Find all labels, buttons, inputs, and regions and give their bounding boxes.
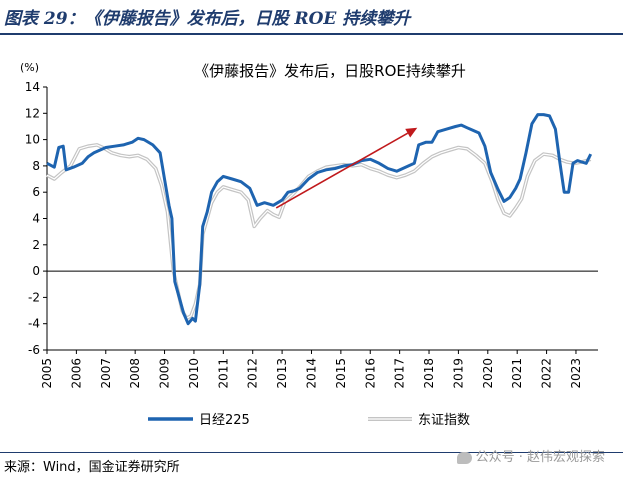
chart-title: 《伊藤报告》发布后，日股ROE持续攀升 [194,62,466,80]
series-layer [46,113,593,326]
legend-label-topix: 东证指数 [418,413,470,428]
x-tick-label: 2005 [40,358,54,389]
y-tick-label: 0 [32,264,40,278]
watermark: 公众号 · 赵伟宏观探索 [456,446,605,465]
y-tick-label: -2 [28,290,40,304]
y-tick-label: 10 [25,133,40,147]
x-tick-label: 2011 [216,358,230,389]
x-tick-label: 2013 [275,358,289,389]
y-axis-unit: (%) [20,61,39,74]
x-tick-label: 2014 [304,358,318,389]
x-tick-label: 2006 [69,358,83,389]
legend-label-nikkei: 日经225 [199,413,250,428]
watermark-text: 公众号 · 赵伟宏观探索 [475,450,605,465]
x-tick-label: 2017 [393,358,407,389]
axis-layer: -6 -4 -2 0 2 4 6 8 10 12 14 2005 2006 2007 2008 2009 201… [25,80,598,389]
x-tick-label: 2015 [334,358,348,389]
y-tick-label: -4 [28,317,40,331]
y-tick-label: 2 [32,238,40,252]
legend: 日经225 东证指数 [148,413,470,428]
source-rule [0,452,623,453]
x-tick-label: 2021 [510,358,524,389]
x-tick-label: 2007 [99,358,113,389]
chat-bubble-icon [456,451,472,464]
title-rule [0,33,623,35]
y-tick-label: 8 [32,159,40,173]
y-tick-label: 12 [25,106,40,120]
source-note: 来源：Wind，国金证券研究所 [4,460,180,475]
x-tick-label: 2012 [246,358,260,389]
trend-arrow-line [275,132,409,209]
trend-arrow-head [405,127,418,138]
chart: 《伊藤报告》发布后，日股ROE持续攀升 (%) -6 -4 -2 0 2 4 6 8 10 12 1… [20,61,598,428]
y-tick-label: 4 [32,212,40,226]
y-tick-label: -6 [28,343,40,357]
figure-label: 图表 29：《伊藤报告》发布后，日股 ROE 持续攀升 [4,9,411,29]
x-tick-label: 2020 [481,358,495,389]
y-tick-label: 14 [25,80,40,94]
annotation-layer [275,127,418,209]
x-tick-label: 2019 [451,358,465,389]
x-tick-label: 2022 [540,358,554,389]
x-tick-label: 2023 [569,358,583,389]
series-line-nikkei [46,113,593,326]
series-line-core [46,144,591,319]
x-tick-label: 2016 [363,358,377,389]
y-tick-label: 6 [32,185,40,199]
x-tick-label: 2008 [128,358,142,389]
x-tick-label: 2018 [422,358,436,389]
x-tick-label: 2010 [187,358,201,389]
x-tick-label: 2009 [158,358,172,389]
